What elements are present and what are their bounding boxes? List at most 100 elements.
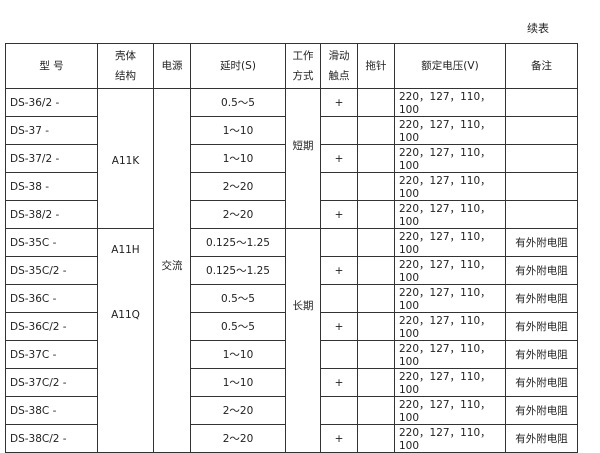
model-cell: DS-36C/2 - xyxy=(5,312,98,341)
shell-cell-label: A11H xyxy=(111,244,140,256)
drag-pin-cell xyxy=(357,396,395,425)
header-model: 型 号 xyxy=(5,43,98,89)
delay-cell: 2～20 xyxy=(190,396,286,425)
model-cell: DS-37C - xyxy=(5,340,98,369)
table-row: DS-38/2 - 2～20 +220，127，110，100 xyxy=(5,200,578,229)
remarks-cell xyxy=(505,88,578,117)
delay-cell: 0.5～5 xyxy=(190,284,286,313)
table-row: DS-36C - 0.5～5 220，127，110，100 有外附电阻 xyxy=(5,284,578,313)
remarks-cell: 有外附电阻 xyxy=(505,368,578,397)
delay-cell: 1～10 xyxy=(190,144,286,173)
delay-cell: 2～20 xyxy=(190,172,286,201)
remarks-cell xyxy=(505,144,578,173)
remarks-cell xyxy=(505,172,578,201)
delay-cell: 1～10 xyxy=(190,368,286,397)
delay-cell: 0.5～5 xyxy=(190,312,286,341)
slide-contact-cell xyxy=(320,340,358,369)
shell-cell-label: A11K xyxy=(111,155,140,167)
slide-contact-cell xyxy=(320,396,358,425)
model-cell: DS-37/2 - xyxy=(5,144,98,173)
model-cell: DS-35C - xyxy=(5,228,98,257)
table-row: DS-37 - 1～10 220，127，110，100 xyxy=(5,116,578,145)
remarks-cell: 有外附电阻 xyxy=(505,424,578,453)
drag-pin-cell xyxy=(357,144,395,173)
voltage-cell: 220，127，110，100 xyxy=(394,256,506,285)
slide-contact-cell: + xyxy=(320,368,358,397)
delay-cell: 2～20 xyxy=(190,424,286,453)
delay-cell: 1～10 xyxy=(190,116,286,145)
slide-contact-cell: + xyxy=(320,256,358,285)
remarks-cell: 有外附电阻 xyxy=(505,256,578,285)
drag-pin-cell xyxy=(357,116,395,145)
model-cell: DS-38/2 - xyxy=(5,200,98,229)
delay-cell: 0.125～1.25 xyxy=(190,256,286,285)
slide-contact-cell: + xyxy=(320,312,358,341)
model-cell: DS-38C/2 - xyxy=(5,424,98,453)
table-row: DS-37C/2 - 1～10 +220，127，110，100 有外附电阻 xyxy=(5,368,578,397)
delay-cell: 0.5～5 xyxy=(190,88,286,117)
voltage-cell: 220，127，110，100 xyxy=(394,116,506,145)
voltage-cell: 220，127，110，100 xyxy=(394,424,506,453)
slide-contact-cell xyxy=(320,116,358,145)
work-mode-cell-label: 长期 xyxy=(292,300,314,312)
voltage-cell: 220，127，110，100 xyxy=(394,312,506,341)
table-row: DS-35C - A11H A11Q 0.125～1.25 长期 220，127，110，… xyxy=(5,228,578,453)
relay-spec-table: 型 号壳体 结构 电源 延时(S) 工作 方式 滑动 触点 拖针 额定电压(V) 备注 DS-… xyxy=(5,43,578,453)
voltage-cell: 220，127，110，100 xyxy=(394,368,506,397)
work-mode-cell-label: 短期 xyxy=(292,140,314,152)
header-drag-pin: 拖针 xyxy=(357,43,395,89)
voltage-cell: 220，127，110，100 xyxy=(394,144,506,173)
drag-pin-cell xyxy=(357,228,395,257)
delay-cell: 2～20 xyxy=(190,200,286,229)
remarks-cell xyxy=(505,200,578,229)
header-power: 电源 xyxy=(153,43,191,89)
slide-contact-cell xyxy=(320,172,358,201)
slide-contact-cell: + xyxy=(320,144,358,173)
voltage-cell: 220，127，110，100 xyxy=(394,88,506,117)
model-cell: DS-38 - xyxy=(5,172,98,201)
model-cell: DS-36/2 - xyxy=(5,88,98,117)
drag-pin-cell xyxy=(357,256,395,285)
slide-contact-cell xyxy=(320,284,358,313)
header-shell: 壳体 结构 xyxy=(97,43,154,89)
voltage-cell: 220，127，110，100 xyxy=(394,228,506,257)
drag-pin-cell xyxy=(357,312,395,341)
remarks-cell: 有外附电阻 xyxy=(505,396,578,425)
model-cell: DS-37C/2 - xyxy=(5,368,98,397)
drag-pin-cell xyxy=(357,172,395,201)
voltage-cell: 220，127，110，100 xyxy=(394,396,506,425)
model-cell: DS-37 - xyxy=(5,116,98,145)
drag-pin-cell xyxy=(357,88,395,117)
voltage-cell: 220，127，110，100 xyxy=(394,172,506,201)
table-row: DS-36/2 - A11K 交流 0.5～5 短期 +220，127，110，100 xyxy=(5,88,578,453)
power-cell: 交流 xyxy=(153,88,191,453)
remarks-cell: 有外附电阻 xyxy=(505,340,578,369)
model-cell: DS-38C - xyxy=(5,396,98,425)
remarks-cell xyxy=(505,116,578,145)
drag-pin-cell xyxy=(357,368,395,397)
header-rated-voltage: 额定电压(V) xyxy=(394,43,506,89)
header-slide-contact: 滑动 触点 xyxy=(320,43,358,89)
slide-contact-cell: + xyxy=(320,88,358,117)
power-cell-label: 交流 xyxy=(161,260,183,272)
remarks-cell: 有外附电阻 xyxy=(505,228,578,257)
slide-contact-cell: + xyxy=(320,424,358,453)
voltage-cell: 220，127，110，100 xyxy=(394,340,506,369)
delay-cell: 0.125～1.25 xyxy=(190,228,286,257)
drag-pin-cell xyxy=(357,424,395,453)
remarks-cell: 有外附电阻 xyxy=(505,312,578,341)
work-mode-cell: 短期 xyxy=(285,88,321,229)
slide-contact-cell xyxy=(320,228,358,257)
table-caption: 续表 xyxy=(527,22,549,35)
model-cell: DS-35C/2 - xyxy=(5,256,98,285)
model-cell: DS-36C - xyxy=(5,284,98,313)
remarks-cell: 有外附电阻 xyxy=(505,284,578,313)
voltage-cell: 220，127，110，100 xyxy=(394,200,506,229)
drag-pin-cell xyxy=(357,284,395,313)
shell-cell: A11H A11Q xyxy=(97,228,154,453)
slide-contact-cell: + xyxy=(320,200,358,229)
table-row: DS-36C/2 - 0.5～5 +220，127，110，100 有外附电阻 xyxy=(5,312,578,341)
header-delay: 延时(S) xyxy=(190,43,286,89)
table-row: DS-37/2 - 1～10 +220，127，110，100 xyxy=(5,144,578,173)
drag-pin-cell xyxy=(357,200,395,229)
